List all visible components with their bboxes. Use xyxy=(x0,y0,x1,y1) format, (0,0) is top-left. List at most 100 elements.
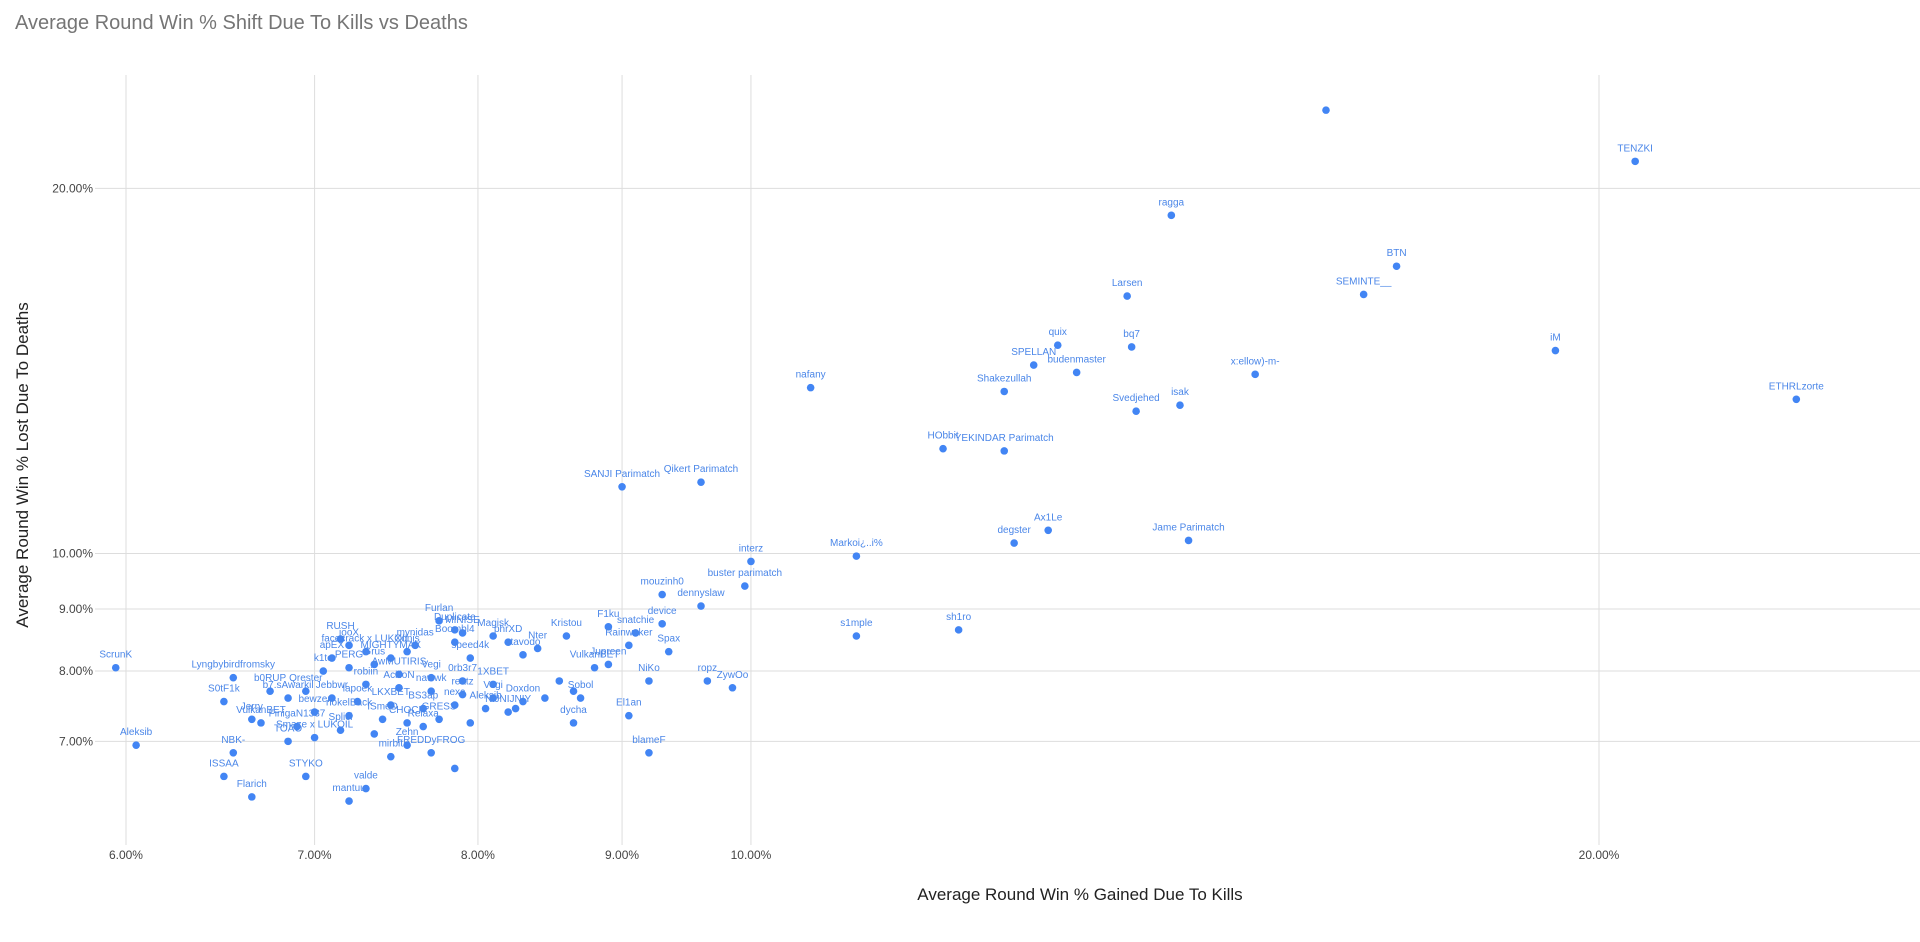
data-label: mirbit xyxy=(379,739,404,750)
data-label: speed4k xyxy=(451,640,490,651)
data-label: k1to xyxy=(314,653,333,664)
data-point xyxy=(533,644,542,653)
data-point xyxy=(229,673,238,682)
data-point xyxy=(403,719,411,727)
data-label: ragga xyxy=(1159,197,1185,208)
data-label: budenmaster xyxy=(1047,354,1106,365)
data-label: CHOCK xyxy=(389,705,425,716)
data-point xyxy=(370,730,379,738)
data-point xyxy=(590,663,599,672)
y-axis-title: Average Round Win % Lost Due To Deaths xyxy=(13,302,32,627)
data-point xyxy=(511,704,520,713)
data-labels: TENZKI ragga BTN Larsen SEMINTE__quix bq7 iM SP… xyxy=(99,143,1824,794)
data-label: degster xyxy=(997,525,1031,536)
data-label: Jerry xyxy=(241,701,263,712)
data-point xyxy=(362,680,370,689)
data-point xyxy=(328,694,336,702)
data-point xyxy=(519,651,527,659)
data-point xyxy=(248,715,256,724)
data-label: BS3ap xyxy=(408,691,438,702)
data-label: nawwk xyxy=(416,673,448,684)
data-point xyxy=(370,660,379,669)
data-label: mouzinh0 xyxy=(640,577,684,588)
data-point xyxy=(1053,341,1062,349)
data-label: BTN xyxy=(1387,248,1407,259)
data-point xyxy=(336,726,345,735)
data-point xyxy=(576,694,585,702)
data-label: Grus xyxy=(363,646,385,657)
data-point xyxy=(645,748,653,757)
data-point xyxy=(697,602,705,610)
data-label: Spax xyxy=(657,634,680,645)
data-label: TENZKI xyxy=(1617,143,1653,154)
data-point xyxy=(345,663,353,672)
x-tick-label: 20.00% xyxy=(1579,848,1620,862)
data-point xyxy=(569,687,578,695)
data-point xyxy=(519,697,527,706)
data-label: x:ellow)-m- xyxy=(1231,356,1280,367)
data-label: mantuu xyxy=(332,783,365,794)
data-point xyxy=(1184,536,1193,545)
data-label: Markoi¿..i% xyxy=(830,538,883,549)
data-label: AwMUTIRIS xyxy=(372,656,427,667)
data-point xyxy=(939,444,947,453)
data-label: El1an xyxy=(616,698,642,709)
data-label: iM xyxy=(1550,333,1561,344)
data-point xyxy=(111,663,120,672)
data-point xyxy=(658,620,666,628)
data-point xyxy=(1127,343,1136,351)
data-label: Zehn xyxy=(396,727,419,738)
data-label: 0rb3r7 xyxy=(448,663,477,674)
tick-labels: 6.00% 7.00% 8.00% 9.00% 10.00% 20.00% 7.00% 8.0… xyxy=(52,181,1619,862)
data-point xyxy=(562,632,571,640)
chart-title: Average Round Win % Shift Due To Kills v… xyxy=(15,12,468,34)
data-label: Relaxa xyxy=(408,709,440,720)
data-point xyxy=(1631,157,1639,166)
data-label: robiin xyxy=(354,666,378,677)
data-label: Flarich xyxy=(237,779,267,790)
data-label: s1mple xyxy=(840,618,873,629)
data-point xyxy=(631,629,640,637)
data-label: nexa xyxy=(444,687,466,698)
data-label: AcilioN xyxy=(383,670,414,681)
data-point xyxy=(625,641,633,650)
data-label: Svedjehed xyxy=(1112,393,1159,404)
data-point xyxy=(1392,262,1401,271)
data-points xyxy=(111,106,1801,805)
data-label: Qrester xyxy=(289,673,323,684)
data-label: mynidas xyxy=(397,627,434,638)
data-label: isak xyxy=(1171,387,1190,398)
data-point xyxy=(1167,211,1176,220)
data-point xyxy=(489,694,497,702)
data-point xyxy=(1132,407,1140,416)
data-point xyxy=(728,683,737,692)
data-label: Jupreen xyxy=(590,646,626,657)
data-point xyxy=(387,654,395,662)
data-point xyxy=(852,552,861,560)
data-label: lapoek xyxy=(343,684,373,695)
data-label: Shakezullah xyxy=(977,373,1031,384)
data-point xyxy=(403,647,411,656)
y-tick-label: 8.00% xyxy=(59,664,93,678)
data-label: LKXBET xyxy=(372,687,410,698)
y-tick-label: 7.00% xyxy=(59,734,93,748)
y-tick-label: 9.00% xyxy=(59,602,93,616)
data-point xyxy=(645,677,653,685)
y-tick-label: 10.00% xyxy=(52,546,93,560)
data-point xyxy=(1176,401,1184,410)
data-label: sh1ro xyxy=(946,612,971,623)
data-point xyxy=(220,697,228,706)
data-point xyxy=(450,764,459,773)
data-label: SPELLAN xyxy=(1011,347,1056,358)
data-point xyxy=(604,660,613,669)
data-label: Splici xyxy=(329,712,353,723)
data-label: interz xyxy=(739,543,763,554)
data-label: F1ku xyxy=(597,609,619,620)
data-point xyxy=(450,638,459,646)
data-label: Magisk xyxy=(477,618,510,629)
data-label: FREDDyFROG xyxy=(397,735,466,746)
data-label: bewzer xyxy=(298,694,331,705)
data-point xyxy=(489,632,497,640)
data-point xyxy=(310,708,319,716)
